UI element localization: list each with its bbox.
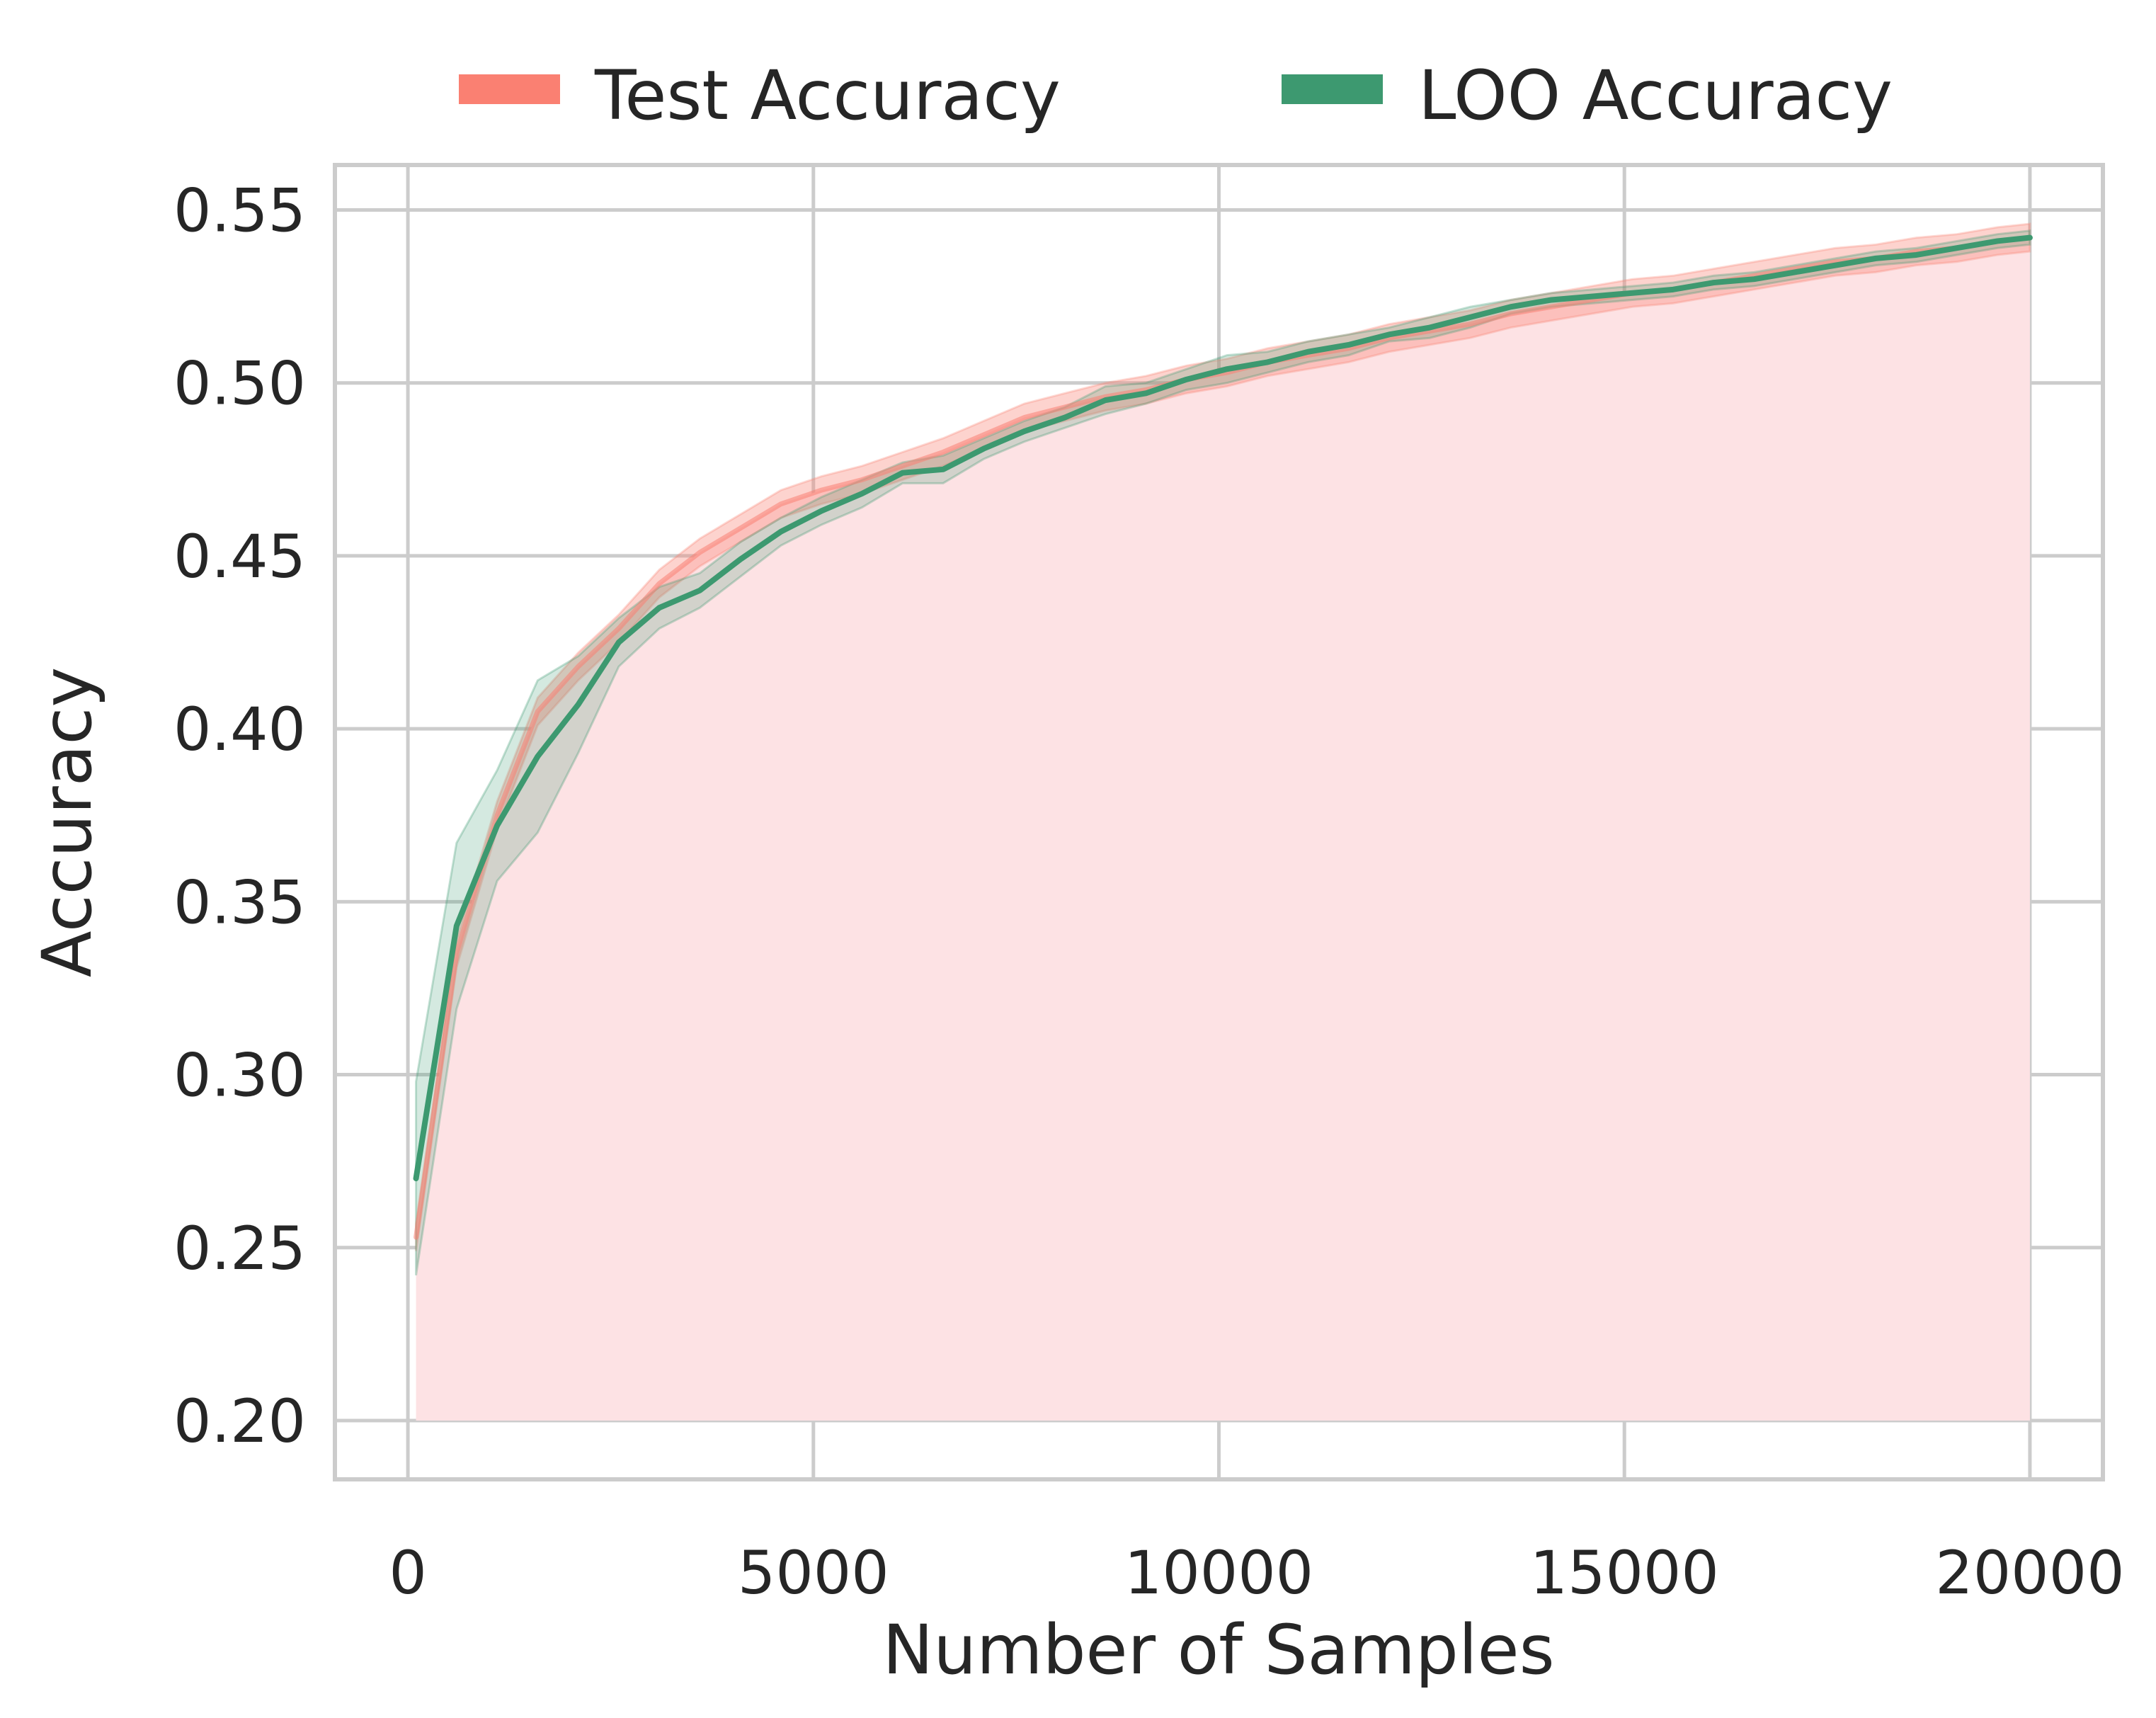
y-axis-title: Accuracy [28, 667, 107, 977]
band-loo-accuracy [415, 229, 2031, 1276]
y-tick-label: 0.45 [173, 522, 306, 591]
legend-label-test-accuracy: Test Accuracy [594, 56, 1061, 135]
x-tick-label: 0 [389, 1538, 426, 1608]
series-lines [413, 234, 2033, 1240]
y-tick-label: 0.50 [173, 349, 306, 419]
y-tick-label: 0.20 [173, 1387, 306, 1456]
legend-label-loo-accuracy: LOO Accuracy [1418, 56, 1893, 135]
x-tick-label: 15000 [1530, 1538, 1719, 1608]
legend-swatch-test-accuracy [459, 74, 560, 104]
test-accuracy-area [416, 237, 2030, 1421]
legend-swatch-loo-accuracy [1282, 74, 1383, 104]
x-tick-label: 10000 [1124, 1538, 1313, 1608]
x-tick-labels: 0 5000 10000 15000 20000 [389, 1538, 2124, 1608]
y-tick-label: 0.55 [173, 176, 306, 245]
y-tick-label: 0.30 [173, 1041, 306, 1110]
line-test-accuracy [413, 235, 2033, 1240]
plot-frame [333, 163, 2105, 1481]
y-tick-labels: 0.20 0.25 0.30 0.35 0.40 0.45 0.50 0.55 [173, 176, 306, 1455]
x-tick-label: 5000 [738, 1538, 889, 1608]
legend: Test Accuracy LOO Accuracy [459, 56, 1893, 135]
area-fill-layer [416, 237, 2030, 1421]
y-tick-label: 0.40 [173, 695, 306, 764]
x-axis-title: Number of Samples [882, 1610, 1554, 1690]
line-loo-accuracy [413, 234, 2033, 1182]
y-tick-label: 0.35 [173, 867, 306, 937]
y-tick-label: 0.25 [173, 1214, 306, 1283]
x-tick-label: 20000 [1935, 1538, 2124, 1608]
